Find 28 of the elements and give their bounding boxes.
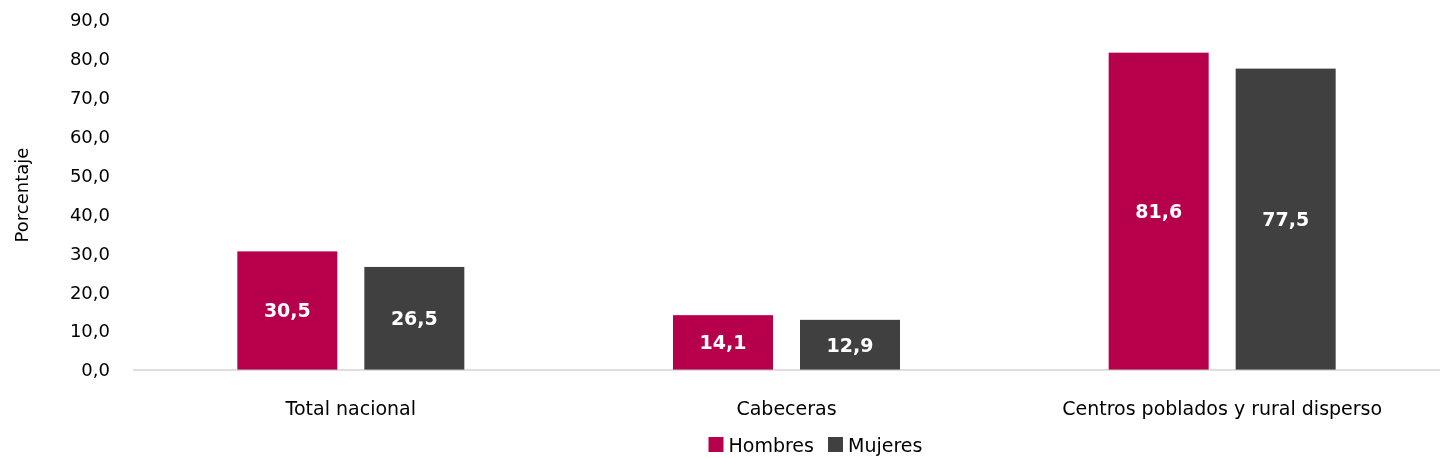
y-tick-label: 30,0	[69, 242, 110, 264]
y-tick-label: 40,0	[69, 203, 110, 225]
data-label: 26,5	[390, 307, 438, 330]
data-label: 14,1	[699, 331, 747, 354]
bar	[364, 266, 465, 370]
legend-label: Mujeres	[848, 433, 923, 456]
y-tick-label: 50,0	[69, 164, 110, 186]
x-tick-label: Cabeceras	[736, 396, 837, 419]
y-tick-label: 60,0	[69, 125, 110, 147]
bar	[1235, 68, 1336, 370]
bar	[800, 319, 900, 370]
y-axis-title: Porcentaje	[11, 147, 32, 243]
y-tick-label: 10,0	[69, 320, 110, 342]
y-tick-label: 80,0	[69, 48, 110, 70]
legend-label: Hombres	[728, 433, 814, 456]
y-tick-label: 70,0	[69, 87, 110, 109]
y-tick-label: 0,0	[81, 359, 110, 381]
data-label: 30,5	[263, 299, 311, 322]
bar	[237, 251, 338, 370]
x-tick-label: Total nacional	[284, 396, 417, 419]
bar	[673, 315, 773, 370]
x-tick-label: Centros poblados y rural disperso	[1062, 396, 1383, 419]
data-label: 12,9	[826, 333, 874, 356]
data-label: 81,6	[1135, 199, 1183, 222]
data-label: 77,5	[1262, 207, 1310, 230]
y-tick-label: 90,0	[69, 9, 110, 31]
bar	[1108, 52, 1209, 370]
y-tick-label: 20,0	[69, 281, 110, 303]
